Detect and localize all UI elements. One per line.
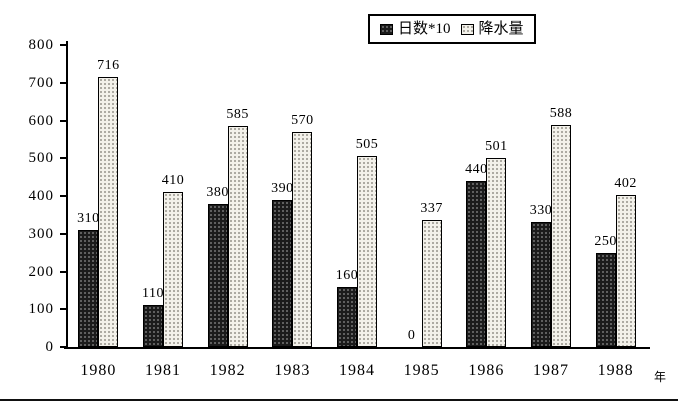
x-category-label: 1988 [597, 362, 634, 379]
x-category-label: 1986 [468, 362, 505, 379]
y-tick-mark [60, 119, 66, 122]
value-label-days: 330 [529, 203, 553, 219]
value-label-days: 160 [335, 267, 359, 283]
value-label-precipitation: 588 [549, 106, 573, 122]
legend-item-precipitation: 降水量 [460, 20, 524, 38]
bar-precipitation [98, 76, 119, 347]
legend-swatch-days [380, 23, 393, 35]
bar-days [207, 203, 228, 347]
legend-label-days: 日数*10 [398, 21, 451, 37]
value-label-precipitation: 410 [161, 173, 185, 189]
bar-days [78, 229, 99, 347]
bar-days [272, 199, 293, 347]
value-label-days: 380 [206, 184, 229, 200]
x-category-label: 1981 [144, 362, 181, 379]
value-label-days: 390 [271, 180, 294, 196]
bar-precipitation [421, 219, 442, 347]
y-tick-label: 500 [28, 150, 54, 167]
y-tick-label: 200 [28, 263, 54, 280]
x-category-label: 1983 [274, 362, 311, 379]
y-tick-label: 400 [28, 188, 54, 204]
x-axis-title: 年 [654, 370, 667, 384]
legend: 日数*10 降水量 [368, 14, 536, 44]
bar-days [531, 222, 551, 347]
y-tick-mark [60, 346, 66, 348]
bar-precipitation [486, 157, 507, 347]
y-tick-mark [60, 81, 66, 84]
y-tick-label: 300 [28, 225, 54, 242]
y-tick-mark [60, 270, 66, 273]
bar-days [337, 286, 357, 347]
value-label-days: 0 [407, 328, 416, 343]
bar-precipitation [551, 125, 571, 347]
scan-border-line [0, 399, 678, 401]
value-label-days: 110 [142, 286, 164, 302]
x-category-label: 1980 [80, 362, 117, 379]
x-axis-line [64, 347, 650, 349]
y-tick-mark [60, 195, 66, 197]
x-category-label: 1985 [403, 362, 440, 379]
y-tick-mark [60, 308, 66, 311]
x-category-label: 1984 [338, 362, 375, 379]
value-label-precipitation: 505 [355, 137, 379, 153]
value-label-precipitation: 585 [226, 107, 249, 123]
value-label-precipitation: 402 [614, 176, 637, 192]
value-label-days: 250 [594, 233, 617, 249]
y-tick-label: 0 [45, 339, 54, 355]
x-category-label: 1982 [209, 362, 246, 379]
value-label-days: 440 [465, 161, 488, 177]
bar-precipitation [292, 131, 313, 347]
bar-precipitation [615, 195, 636, 347]
bar-precipitation [357, 156, 377, 347]
value-label-days: 310 [77, 210, 100, 226]
x-category-label: 1987 [532, 362, 569, 379]
y-tick-label: 700 [28, 74, 54, 91]
y-tick-label: 100 [28, 301, 54, 318]
y-axis-line [66, 41, 68, 349]
bar-precipitation [227, 126, 248, 347]
value-label-precipitation: 570 [291, 112, 314, 128]
y-tick-mark [60, 157, 66, 160]
y-tick-mark [60, 44, 66, 46]
y-tick-label: 800 [28, 37, 54, 53]
y-tick-mark [60, 232, 66, 235]
value-label-precipitation: 716 [97, 57, 120, 73]
legend-label-precipitation: 降水量 [478, 21, 524, 37]
value-label-precipitation: 337 [420, 200, 443, 216]
bar-days [595, 252, 616, 347]
bar-days [143, 305, 163, 347]
value-label-precipitation: 501 [485, 138, 508, 154]
bar-precipitation [163, 192, 183, 347]
y-tick-label: 600 [28, 112, 54, 129]
legend-swatch-precipitation [460, 23, 474, 35]
bar-days [466, 180, 487, 347]
legend-item-days: 日数*10 [380, 20, 451, 38]
